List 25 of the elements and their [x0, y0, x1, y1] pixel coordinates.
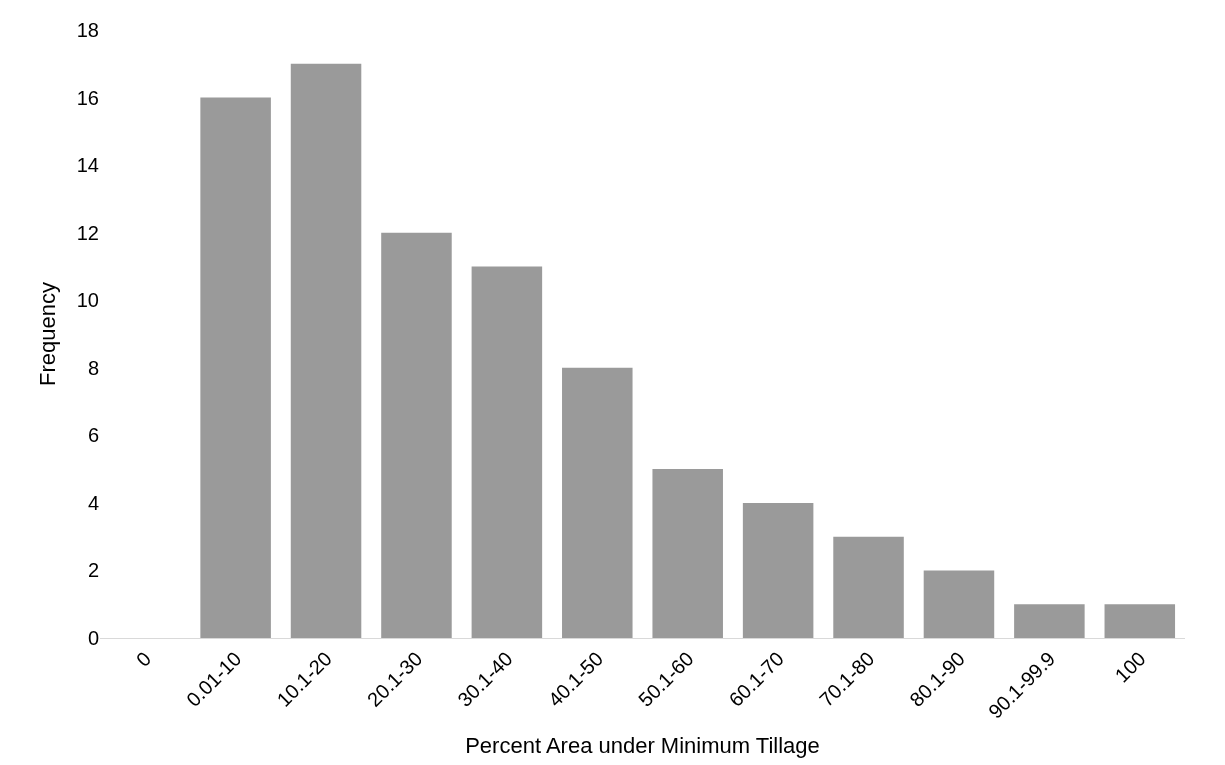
bar [200, 97, 271, 638]
x-tick-label: 0 [131, 647, 156, 671]
bar [471, 266, 543, 638]
y-tick-label: 10 [76, 289, 99, 312]
y-tick-label: 16 [76, 86, 99, 109]
y-axis-title: Frequency [34, 282, 60, 386]
bar [652, 469, 723, 638]
y-tick-label: 12 [76, 221, 99, 244]
y-tick-label: 4 [87, 491, 99, 514]
bar [742, 502, 814, 638]
y-tick-label: 14 [76, 154, 99, 177]
y-tick-label: 0 [87, 627, 99, 649]
bar [562, 367, 633, 638]
bar [381, 232, 452, 638]
y-tick-label: 6 [87, 424, 99, 447]
bar [290, 63, 362, 638]
x-tick-label: 100 [1110, 647, 1150, 687]
y-tick-label: 8 [87, 356, 99, 379]
bar [1014, 604, 1085, 638]
bar [833, 536, 904, 638]
bar [923, 570, 995, 638]
x-axis-title: Percent Area under Minimum Tillage [465, 732, 820, 758]
bar [1104, 604, 1176, 638]
y-tick-label: 2 [87, 559, 99, 582]
y-tick-label: 18 [76, 19, 99, 41]
